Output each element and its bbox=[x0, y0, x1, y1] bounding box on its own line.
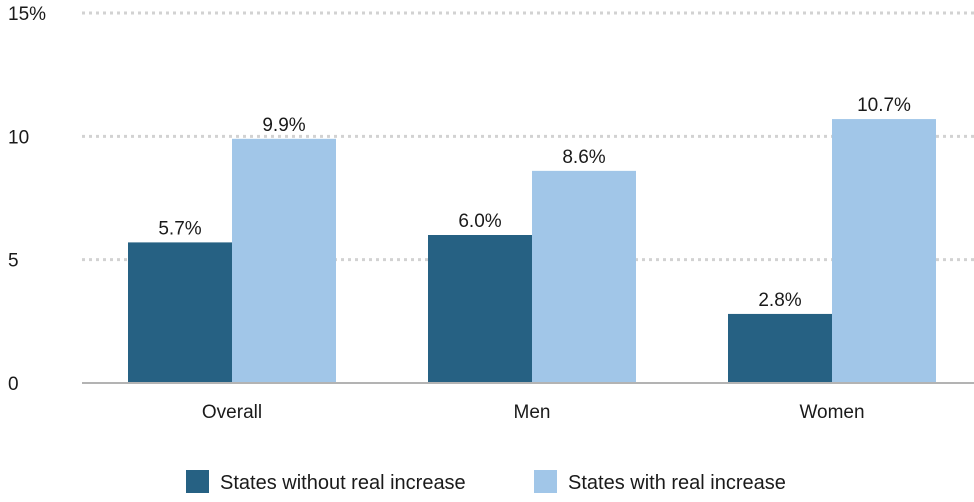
data-label: 2.8% bbox=[758, 290, 801, 311]
y-tick-label: 5 bbox=[8, 251, 19, 272]
data-labels: 5.7% 6.0% 2.8% 9.9% 8.6% 10.7% bbox=[158, 95, 911, 311]
category-label-men: Men bbox=[514, 402, 551, 423]
category-label-overall: Overall bbox=[202, 402, 262, 423]
bar-women-series-2 bbox=[832, 119, 936, 384]
data-label: 5.7% bbox=[158, 218, 201, 239]
data-label: 9.9% bbox=[262, 115, 305, 136]
legend-swatch-1 bbox=[186, 470, 209, 493]
bar-overall-series-1 bbox=[128, 242, 232, 383]
y-tick-label: 15% bbox=[8, 4, 46, 25]
legend-swatch-2 bbox=[534, 470, 557, 493]
y-tick-label: 10 bbox=[8, 127, 29, 148]
data-label: 10.7% bbox=[857, 95, 911, 116]
bars bbox=[128, 119, 936, 384]
y-axis-ticks: 0 5 10 15% bbox=[8, 4, 46, 395]
x-axis-categories: Overall Men Women bbox=[202, 402, 865, 423]
y-tick-label: 0 bbox=[8, 374, 19, 395]
bar-overall-series-2 bbox=[232, 138, 336, 383]
legend: States without real increase States with … bbox=[186, 470, 786, 494]
data-label: 8.6% bbox=[562, 147, 605, 168]
data-label: 6.0% bbox=[458, 211, 501, 232]
legend-label-2: States with real increase bbox=[568, 472, 786, 494]
category-label-women: Women bbox=[799, 402, 864, 423]
legend-label-1: States without real increase bbox=[220, 472, 466, 494]
bar-women-series-1 bbox=[728, 313, 832, 383]
bar-men-series-1 bbox=[428, 235, 532, 383]
bar-men-series-2 bbox=[532, 170, 636, 383]
